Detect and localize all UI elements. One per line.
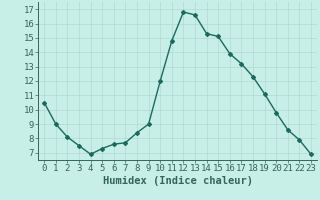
- X-axis label: Humidex (Indice chaleur): Humidex (Indice chaleur): [103, 176, 252, 186]
